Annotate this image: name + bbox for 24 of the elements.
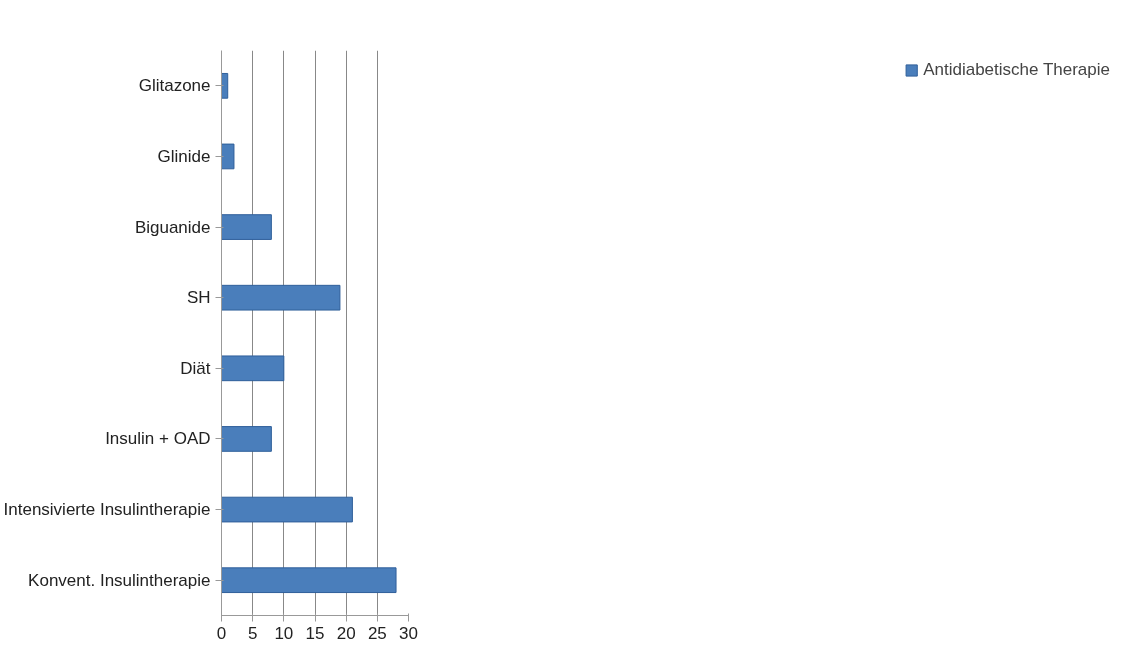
- x-tick-label: 20: [336, 623, 356, 643]
- x-tick-label: 10: [274, 623, 294, 643]
- bar: [221, 284, 341, 311]
- bar: [221, 567, 397, 594]
- bar: [221, 355, 285, 382]
- legend-label: Antidiabetische Therapie: [923, 60, 1110, 80]
- y-tick-label: Konvent. Insulintherapie: [28, 570, 211, 590]
- bar: [221, 214, 272, 240]
- y-tick-label: Glitazone: [138, 76, 211, 96]
- bar: [221, 72, 229, 99]
- bar: [221, 426, 272, 452]
- x-tick-label: 15: [305, 623, 325, 643]
- y-tick-label: Biguanide: [134, 217, 211, 237]
- x-tick-label: 0: [216, 623, 227, 643]
- y-tick-label: Diät: [180, 358, 211, 378]
- x-tick-label: 25: [367, 623, 387, 643]
- y-tick-label: Insulin + OAD: [105, 429, 211, 449]
- bar: [221, 496, 353, 523]
- bar: [221, 143, 235, 170]
- y-tick-label: Glinide: [157, 146, 211, 166]
- x-tick-label: 30: [399, 623, 418, 643]
- x-tick-label: 5: [247, 623, 258, 643]
- y-tick-label: Intensivierte Insulintherapie: [3, 500, 211, 520]
- y-tick-label: SH: [186, 288, 211, 308]
